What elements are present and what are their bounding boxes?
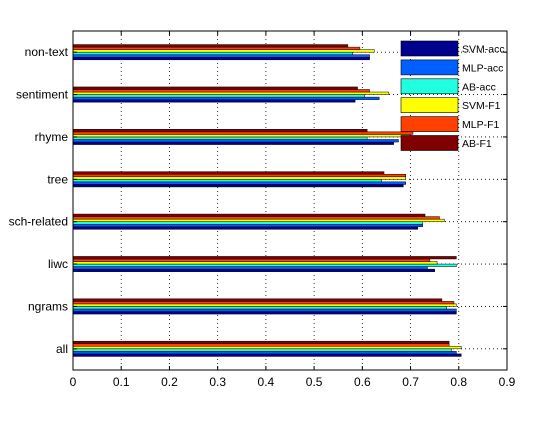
bar-mlp-acc-rhyme bbox=[72, 139, 399, 143]
y-tick-label: rhyme bbox=[35, 130, 69, 144]
legend: SVM-acc MLP-acc AB-acc SVM-F1 MLP-F1 AB-F1 bbox=[400, 40, 505, 151]
bar-svm-acc-liwc bbox=[72, 268, 435, 272]
bar-svm-f1-sentiment bbox=[72, 91, 390, 95]
bar-ab-acc-tree bbox=[72, 179, 382, 183]
bar-svm-f1-all bbox=[72, 346, 462, 350]
bar-svm-acc-sentiment bbox=[72, 99, 356, 103]
bar-mlp-f1-sch-related bbox=[72, 216, 440, 220]
legend-label: AB-acc bbox=[462, 81, 496, 93]
bar-mlp-f1-liwc bbox=[72, 258, 431, 262]
bar-svm-acc-non-text bbox=[72, 57, 370, 61]
bar-ab-f1-non-text bbox=[72, 44, 349, 48]
x-tick-label: 0.6 bbox=[354, 375, 371, 389]
bar-ab-f1-sentiment bbox=[72, 86, 358, 90]
bar-ab-f1-tree bbox=[72, 171, 385, 175]
bar-svm-f1-liwc bbox=[72, 261, 438, 265]
bar-mlp-acc-sentiment bbox=[72, 96, 380, 100]
bar-ab-acc-rhyme bbox=[72, 136, 368, 140]
legend-swatch bbox=[400, 40, 459, 57]
bar-ab-acc-ngrams bbox=[72, 306, 447, 310]
bar-mlp-f1-ngrams bbox=[72, 301, 455, 305]
bar-svm-acc-all bbox=[72, 353, 462, 357]
legend-label: MLP-F1 bbox=[462, 119, 500, 131]
plot-frame bbox=[72, 30, 508, 371]
bar-mlp-acc-all bbox=[72, 351, 457, 355]
y-tick-label: tree bbox=[47, 172, 68, 186]
x-tick-label: 0.5 bbox=[306, 375, 323, 389]
x-tick-label: 0.4 bbox=[258, 375, 275, 389]
legend-label: SVM-acc bbox=[462, 44, 505, 56]
bars bbox=[72, 44, 462, 357]
bar-ab-acc-all bbox=[72, 348, 452, 352]
legend-label: AB-F1 bbox=[462, 138, 492, 150]
bar-svm-acc-tree bbox=[72, 184, 404, 188]
y-tick-label: all bbox=[56, 342, 68, 356]
bar-ab-f1-rhyme bbox=[72, 129, 368, 133]
bar-mlp-acc-tree bbox=[72, 181, 406, 185]
bar-ab-acc-non-text bbox=[72, 51, 353, 55]
bar-mlp-acc-liwc bbox=[72, 266, 428, 270]
x-tick-label: 0.2 bbox=[161, 375, 178, 389]
bar-ab-f1-all bbox=[72, 340, 450, 344]
bar-ab-f1-liwc bbox=[72, 256, 457, 260]
bar-svm-f1-rhyme bbox=[72, 134, 411, 138]
legend-label: SVM-F1 bbox=[462, 100, 501, 112]
bar-ab-f1-ngrams bbox=[72, 298, 443, 302]
bar-ab-f1-sch-related bbox=[72, 213, 426, 217]
bar-svm-f1-sch-related bbox=[72, 218, 445, 222]
axes: 0 0.1 0.2 0.3 0.4 0.5 0.6 0.7 0.8 0.9 all ngrams liw… bbox=[9, 31, 516, 389]
bar-mlp-acc-non-text bbox=[72, 54, 370, 58]
bar-mlp-f1-tree bbox=[72, 173, 406, 178]
legend-label: MLP-acc bbox=[462, 62, 503, 74]
bar-svm-f1-ngrams bbox=[72, 303, 457, 307]
y-tick-label: liwc bbox=[48, 257, 68, 271]
y-tick-label: sentiment bbox=[16, 88, 69, 102]
y-tick-label: ngrams bbox=[28, 299, 68, 313]
bar-svm-f1-tree bbox=[72, 176, 406, 180]
bar-mlp-f1-sentiment bbox=[72, 89, 370, 93]
legend-swatch bbox=[400, 97, 459, 113]
x-tick-label: 0.8 bbox=[450, 375, 467, 389]
legend-swatch bbox=[400, 78, 459, 95]
bar-svm-acc-rhyme bbox=[72, 141, 394, 145]
bar-ab-acc-liwc bbox=[72, 263, 457, 267]
bar-svm-acc-ngrams bbox=[72, 311, 457, 315]
legend-swatch bbox=[400, 116, 459, 132]
bar-ab-acc-sentiment bbox=[72, 94, 365, 98]
y-tick-label: non-text bbox=[25, 45, 69, 59]
x-tick-label: 0 bbox=[70, 375, 77, 389]
bar-mlp-acc-sch-related bbox=[72, 223, 423, 228]
x-tick-label: 0.1 bbox=[113, 375, 130, 389]
bar-mlp-f1-non-text bbox=[72, 46, 361, 50]
bar-mlp-acc-ngrams bbox=[72, 308, 457, 312]
bar-ab-acc-sch-related bbox=[72, 221, 423, 225]
bar-mlp-f1-all bbox=[72, 343, 450, 347]
legend-swatch bbox=[400, 59, 459, 76]
x-tick-label: 0.7 bbox=[402, 375, 419, 389]
bar-mlp-f1-rhyme bbox=[72, 131, 414, 135]
bar-svm-f1-non-text bbox=[72, 49, 375, 53]
x-tick-label: 0.3 bbox=[209, 375, 226, 389]
legend-swatch bbox=[400, 135, 459, 151]
bar-svm-acc-sch-related bbox=[72, 226, 419, 230]
x-tick-label: 0.9 bbox=[499, 375, 516, 389]
y-tick-label: sch-related bbox=[9, 215, 68, 229]
